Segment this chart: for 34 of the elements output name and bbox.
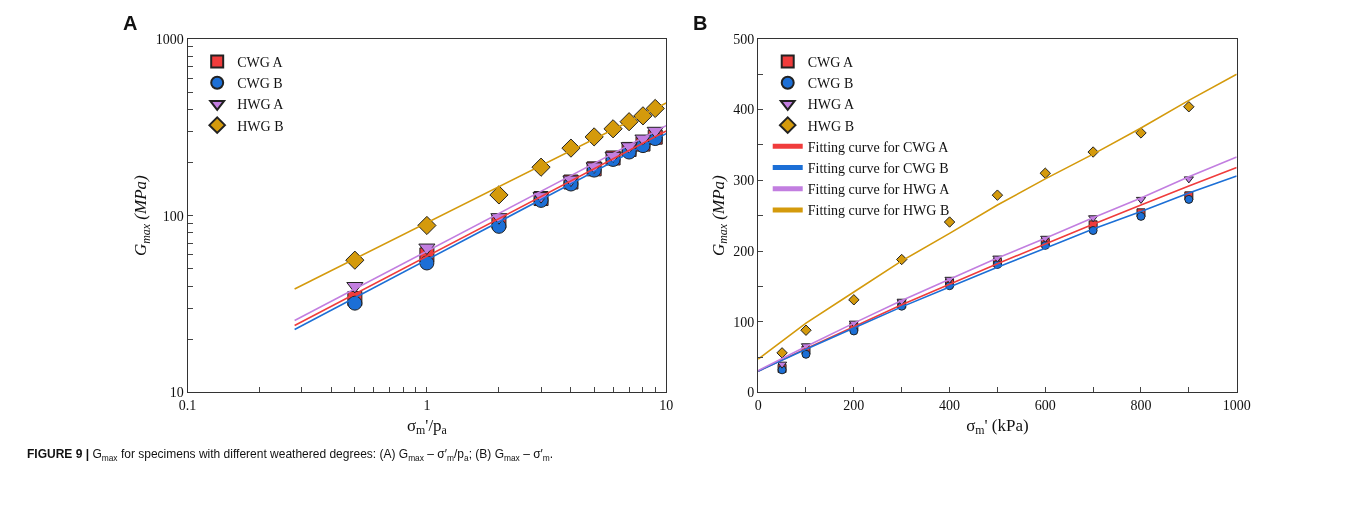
legend-label: HWG A	[807, 97, 855, 113]
y-tick-label: 400	[733, 102, 755, 118]
legend-label: HWG B	[807, 118, 854, 134]
y-tick-label: 200	[733, 243, 755, 259]
x-tick-label: 10	[659, 398, 674, 414]
x-tick-label: 200	[843, 398, 865, 414]
x-tick-label: 1	[423, 398, 431, 414]
legend-label: CWG A	[237, 55, 284, 70]
legend-label: CWG B	[237, 76, 283, 92]
legend-label: HWG B	[237, 118, 284, 134]
x-tick-label: 400	[939, 398, 961, 414]
legend-label: Fitting curve for CWG B	[807, 161, 949, 176]
x-tick-label: 600	[1034, 398, 1056, 414]
y-tick-label: 500	[733, 31, 755, 47]
chart-title: B	[693, 12, 708, 34]
y-tick-label: 100	[733, 314, 755, 330]
y-tick-label: 0	[747, 385, 755, 401]
legend-label: CWG A	[807, 55, 855, 70]
x-axis-title: σ$_{m}$' (kPa)	[966, 415, 1029, 438]
y-tick-label: 100	[162, 208, 184, 224]
legend-label: HWG A	[237, 97, 285, 113]
chart-title: A	[123, 12, 138, 34]
legend-label: Fitting curve for CWG A	[807, 139, 950, 155]
text: FIGURE 9 | G$_{max}$ for specimens with different weathered degrees: (A) G$_{max}$ – σ′$_{m}$/p$_{a}$; (B) G$_{max}$ – σ′$_{m}$.	[27, 447, 554, 463]
x-tick-label: 800	[1130, 398, 1152, 414]
legend-label: Fitting curve for HWG A	[807, 182, 951, 198]
y-tick-label: 1000	[155, 31, 184, 47]
legend-label: CWG B	[807, 76, 854, 92]
x-tick-label: 0.1	[178, 398, 197, 414]
x-axis-title: σ$_{m}$'/p$_{a}$	[406, 415, 448, 438]
legend-label: Fitting curve for HWG B	[807, 203, 950, 219]
y-tick-label: 10	[169, 385, 184, 401]
y-tick-label: 300	[733, 173, 755, 189]
x-tick-label: 1000	[1222, 398, 1251, 414]
